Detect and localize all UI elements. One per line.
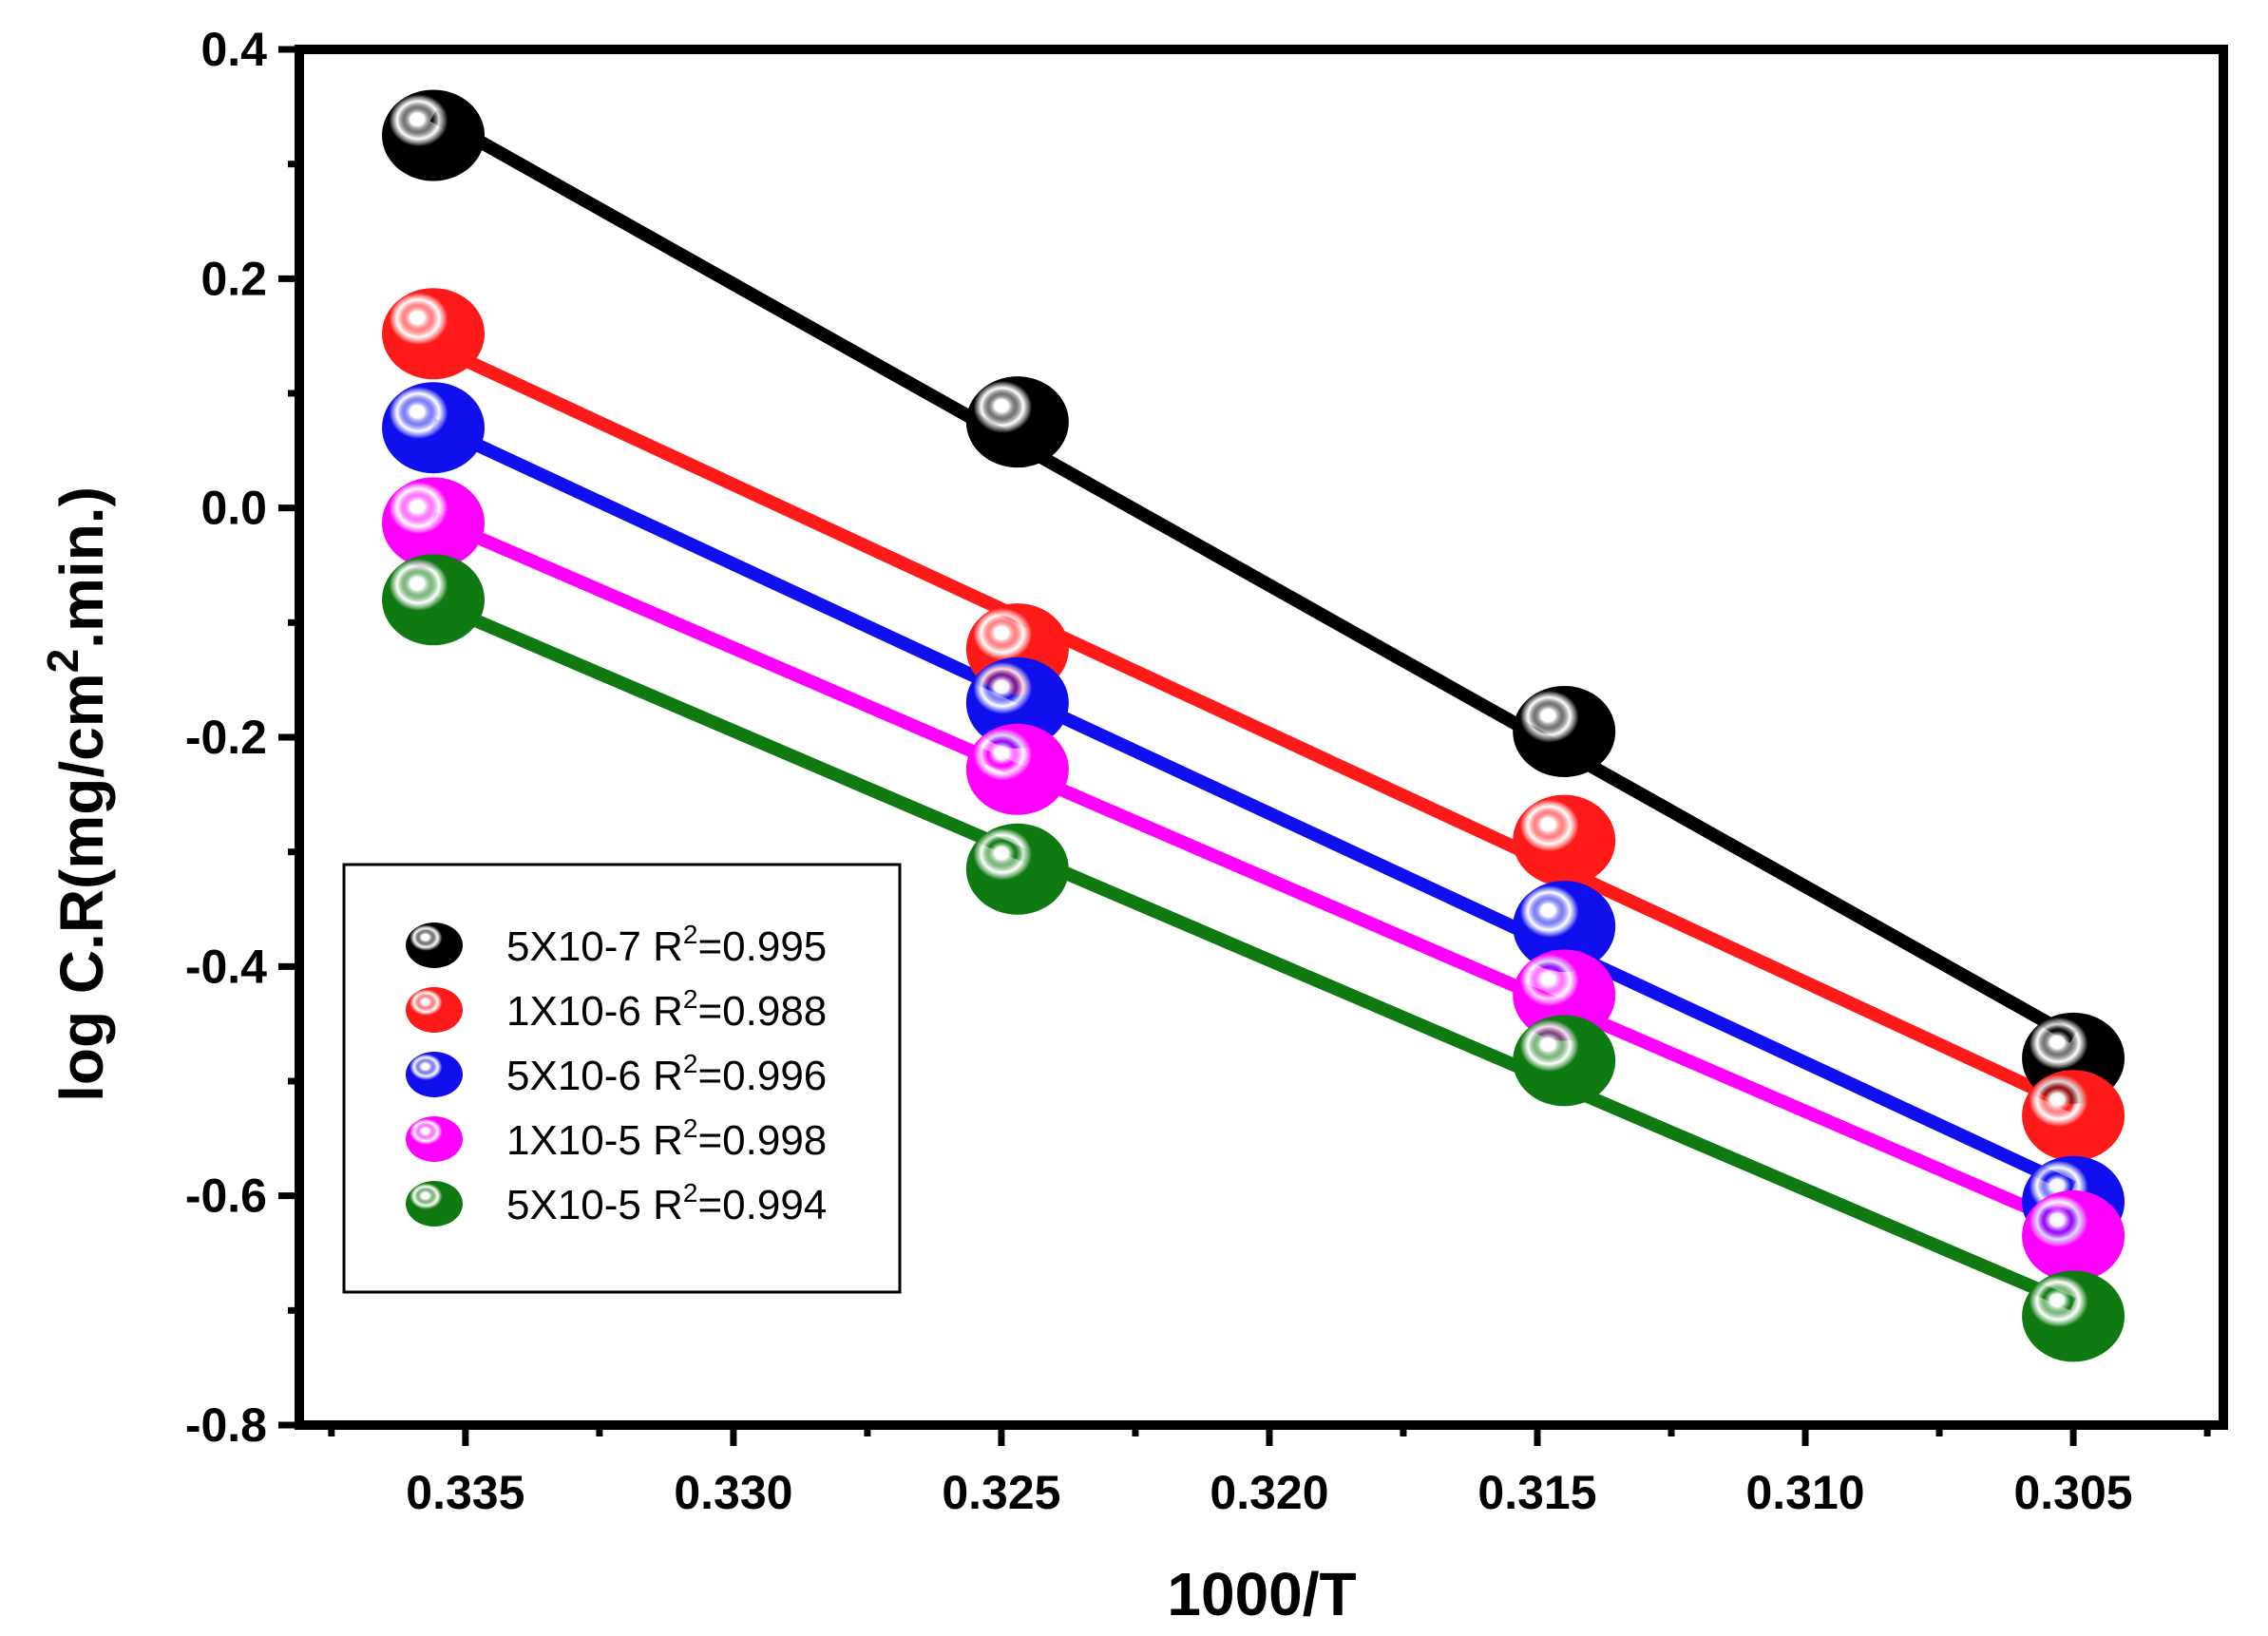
y-tick-label: -0.2 [185, 711, 267, 764]
y-tick-label: 0.0 [200, 482, 267, 535]
data-point-s4-4 [2022, 1189, 2125, 1282]
y-axis-title: log C.R(mg/cm2.min.) [38, 486, 116, 1102]
y-axis-title-superscript: 2 [38, 649, 87, 674]
data-point-s1-2 [965, 376, 1069, 468]
data-point-s2-1 [382, 288, 486, 380]
legend: 5X10-7 R2=0.995 1X10-6 R2=0.988 5X10-6 R2=… [342, 863, 902, 1294]
data-point-s4-3 [1513, 949, 1616, 1041]
x-tick-label: 0.330 [674, 1466, 792, 1519]
data-point-s5-2 [965, 823, 1069, 915]
legend-label-1: 5X10-7 R2=0.995 [506, 920, 827, 970]
fit-line-4 [430, 512, 2076, 1234]
data-point-s4-2 [965, 723, 1069, 815]
legend-marker-2 [406, 987, 463, 1033]
legend-marker-3 [406, 1052, 463, 1097]
y-tick-label: -0.4 [185, 940, 267, 993]
fit-line-3 [430, 418, 2077, 1194]
y-tick-label: 0.4 [200, 23, 267, 76]
legend-label-5: 5X10-5 R2=0.994 [506, 1178, 827, 1228]
x-tick-label: 0.325 [942, 1466, 1060, 1519]
data-point-s5-1 [382, 554, 486, 646]
data-point-s4-1 [382, 477, 486, 569]
legend-marker-4 [406, 1116, 463, 1162]
data-point-s3-2 [965, 656, 1069, 749]
legend-label-4: 1X10-5 R2=0.998 [506, 1113, 827, 1164]
data-point-s2-3 [1513, 794, 1616, 886]
data-points [382, 89, 2125, 1362]
legend-marker-1 [406, 923, 463, 968]
data-point-s5-4 [2022, 1270, 2125, 1362]
y-axis-title-tail: .min.) [48, 486, 116, 649]
fit-line-1 [429, 109, 2077, 1043]
x-tick-label: 0.315 [1477, 1466, 1596, 1519]
y-axis-title-main: log C.R(mg/cm [48, 673, 116, 1102]
data-point-s3-1 [382, 382, 486, 474]
fit-line-2 [430, 339, 2077, 1113]
y-tick-label: -0.6 [185, 1170, 267, 1223]
data-point-s2-4 [2022, 1070, 2125, 1162]
x-axis-ticks: 0.335 0.330 0.325 0.320 0.315 0.310 0.305 [328, 1425, 2211, 1519]
legend-label-3: 5X10-6 R2=0.996 [506, 1049, 827, 1099]
legend-marker-5 [406, 1181, 463, 1227]
fit-lines [429, 109, 2077, 1311]
x-tick-label: 0.335 [406, 1466, 524, 1519]
data-point-s1-1 [382, 89, 486, 181]
x-axis-title: 1000/T [1167, 1560, 1356, 1628]
fit-line-5 [430, 596, 2076, 1311]
legend-label-2: 1X10-6 R2=0.988 [506, 984, 827, 1035]
data-point-s1-3 [1513, 685, 1616, 777]
data-point-s3-3 [1513, 881, 1616, 973]
data-point-s5-3 [1513, 1015, 1616, 1107]
y-axis-ticks: 0.4 0.2 0.0 -0.2 -0.4 -0.6 -0.8 [185, 23, 299, 1452]
x-tick-label: 0.320 [1210, 1466, 1328, 1519]
x-tick-label: 0.310 [1745, 1466, 1864, 1519]
y-tick-label: -0.8 [185, 1398, 267, 1452]
x-tick-label: 0.305 [2013, 1466, 2132, 1519]
y-tick-label: 0.2 [200, 252, 267, 305]
